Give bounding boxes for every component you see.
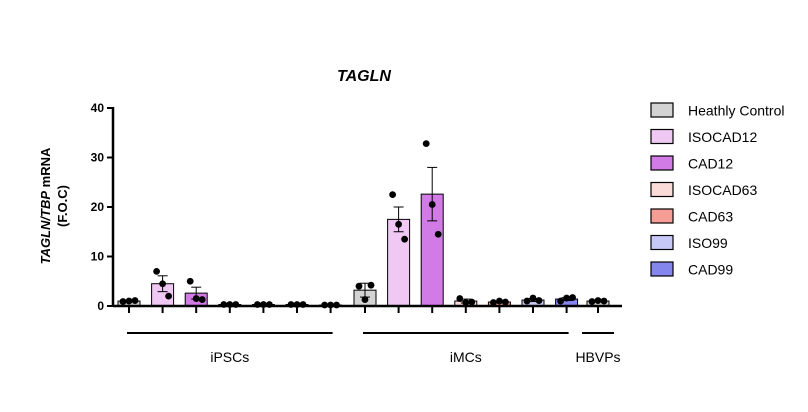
group-label: iPSCs (210, 349, 249, 365)
y-axis-label-separator: / (38, 216, 53, 222)
y-axis-label-measure: mRNA (38, 147, 53, 191)
y-tick-label: 30 (91, 151, 105, 165)
data-point (401, 235, 408, 243)
y-tick-label: 40 (91, 101, 105, 115)
y-tick-label: 10 (91, 250, 105, 264)
data-point (361, 296, 369, 303)
y-tick-label: 20 (91, 200, 105, 214)
data-point (422, 140, 430, 148)
data-point (496, 297, 503, 305)
data-point (367, 281, 375, 289)
data-point (434, 230, 442, 238)
data-point (153, 267, 161, 275)
data-point (355, 282, 363, 290)
data-point (535, 297, 543, 304)
legend-swatch (650, 208, 674, 224)
data-point (165, 292, 173, 300)
legend-label: CAD99 (688, 262, 733, 278)
group-label: HBVPs (575, 349, 620, 365)
data-point (502, 298, 509, 306)
data-point (119, 298, 127, 305)
legend-label: ISO99 (688, 235, 728, 251)
data-point (428, 201, 436, 208)
group-labels: iPSCs iMCs HBVPs (127, 332, 621, 365)
legend-swatch (650, 128, 674, 145)
legend-label: ISOCAD12 (688, 129, 757, 145)
data-point (490, 299, 497, 306)
legend-swatch (650, 155, 674, 171)
y-axis-unit: (F.O.C) (55, 185, 70, 227)
legend-label: CAD63 (688, 209, 733, 225)
legend: Heathly Control ISOCAD12 CAD12 ISOCAD63 CAD6… (650, 102, 785, 278)
legend-label: CAD12 (688, 156, 733, 172)
data-point (569, 294, 576, 301)
data-point (395, 220, 402, 228)
y-axis-label-reference: TBP (38, 191, 53, 217)
plot-area: 0 10 20 30 40 (91, 101, 622, 313)
legend-swatch (650, 181, 674, 198)
data-point (389, 191, 396, 199)
y-axis-label-gene: TAGLN (38, 220, 53, 264)
legend-swatch (650, 102, 674, 118)
data-point (192, 295, 200, 302)
legend-swatch (650, 234, 674, 251)
legend-label: ISOCAD63 (688, 182, 757, 198)
chart-title: TAGLN (337, 68, 391, 85)
data-point (462, 299, 470, 306)
y-axis-label: TAGLN/TBP mRNA (38, 147, 53, 264)
data-point (125, 297, 133, 305)
legend-swatch (650, 261, 674, 277)
data-point (198, 296, 206, 303)
data-point (594, 297, 602, 304)
bar (387, 218, 411, 307)
data-point (468, 298, 476, 306)
data-point (456, 295, 464, 302)
group-label: iMCs (450, 349, 482, 365)
data-point (186, 277, 194, 285)
data-point (131, 297, 139, 304)
data-point (600, 297, 608, 305)
data-point (588, 298, 596, 305)
y-tick-label: 0 (97, 299, 104, 313)
data-point (159, 280, 167, 288)
data-point (523, 297, 531, 305)
data-point (563, 294, 570, 302)
data-point (529, 294, 537, 302)
legend-label: Heathly Control (688, 103, 785, 119)
data-point (557, 297, 564, 305)
